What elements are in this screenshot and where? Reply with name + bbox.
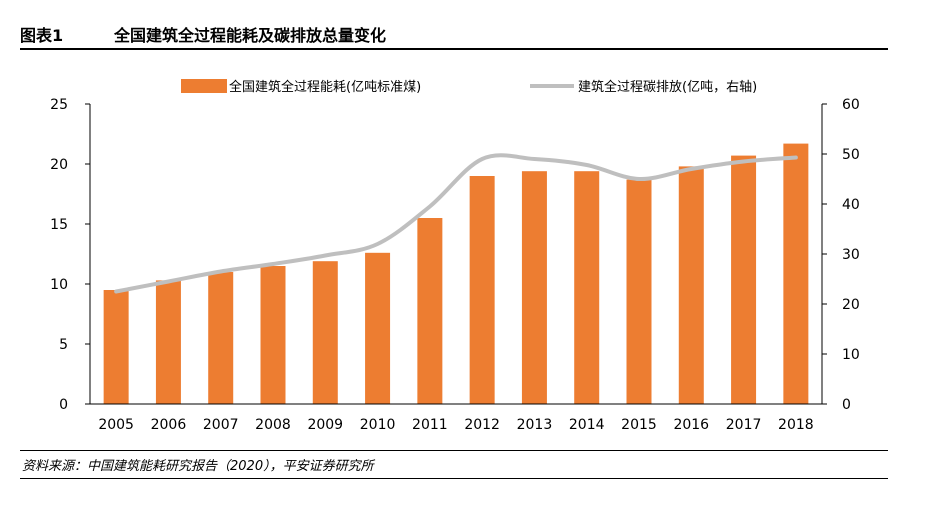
bar-2008 — [260, 266, 286, 404]
x-tick-label: 2015 — [621, 417, 657, 433]
bar-2005 — [103, 290, 129, 404]
x-tick-label: 2018 — [778, 417, 814, 433]
figure-label: 图表1 — [20, 26, 64, 45]
x-tick-label: 2017 — [726, 417, 762, 433]
x-tick-label: 2011 — [412, 417, 448, 433]
bar-2015 — [626, 179, 652, 404]
left-tick-label: 0 — [59, 397, 68, 413]
legend-swatch-bar — [181, 79, 227, 93]
right-tick-label: 20 — [842, 297, 860, 313]
x-tick-label: 2013 — [517, 417, 553, 433]
header-rule — [20, 48, 888, 50]
x-tick-label: 2007 — [203, 417, 239, 433]
chart: 全国建筑全过程能耗(亿吨标准煤) 建筑全过程碳排放(亿吨，右轴) 0 5 10 15 20… — [50, 79, 860, 433]
source-rule-top — [20, 450, 888, 451]
x-tick-label: 2016 — [673, 417, 709, 433]
line-series — [114, 153, 798, 294]
x-tick-label: 2014 — [569, 417, 605, 433]
line-path — [114, 153, 798, 294]
x-tick-label: 2008 — [255, 417, 291, 433]
bar-2007 — [208, 272, 234, 404]
right-tick-label: 40 — [842, 197, 860, 213]
bar-2016 — [678, 166, 704, 404]
bar-2011 — [417, 218, 443, 404]
bar-2009 — [312, 261, 338, 404]
legend-label-line: 建筑全过程碳排放(亿吨，右轴) — [578, 79, 757, 95]
right-tick-label: 60 — [842, 97, 860, 113]
left-tick-label: 20 — [50, 157, 68, 173]
bar-2014 — [574, 171, 600, 404]
x-tick-label: 2005 — [98, 417, 134, 433]
axes: 0 5 10 15 20 25 0 10 20 30 40 50 60 2005 2006 2007 2008 2… — [50, 97, 860, 433]
bar-2018 — [783, 143, 809, 404]
bar-2013 — [521, 171, 547, 404]
right-tick-label: 0 — [842, 397, 851, 413]
left-tick-label: 10 — [50, 277, 68, 293]
source-note: 资料来源：中国建筑能耗研究报告（2020），平安证券研究所 — [22, 459, 374, 474]
left-tick-label: 25 — [50, 97, 68, 113]
right-tick-label: 30 — [842, 247, 860, 263]
source-rule-bottom — [20, 478, 888, 479]
figure-title: 全国建筑全过程能耗及碳排放总量变化 — [114, 26, 387, 45]
legend-label-bar: 全国建筑全过程能耗(亿吨标准煤) — [229, 79, 421, 95]
bar-2017 — [731, 155, 757, 404]
x-tick-label: 2010 — [360, 417, 396, 433]
x-tick-label: 2012 — [464, 417, 500, 433]
right-tick-label: 50 — [842, 147, 860, 163]
figure-header: 图表1 全国建筑全过程能耗及碳排放总量变化 — [20, 22, 888, 48]
left-tick-label: 15 — [50, 217, 68, 233]
x-tick-label: 2006 — [151, 417, 187, 433]
x-tick-label: 2009 — [307, 417, 343, 433]
bar-2012 — [469, 176, 495, 404]
right-tick-label: 10 — [842, 347, 860, 363]
legend: 全国建筑全过程能耗(亿吨标准煤) 建筑全过程碳排放(亿吨，右轴) — [181, 79, 757, 95]
bar-series — [103, 143, 809, 404]
bar-2010 — [365, 252, 391, 404]
bar-2006 — [155, 280, 181, 404]
left-tick-label: 5 — [59, 337, 68, 353]
